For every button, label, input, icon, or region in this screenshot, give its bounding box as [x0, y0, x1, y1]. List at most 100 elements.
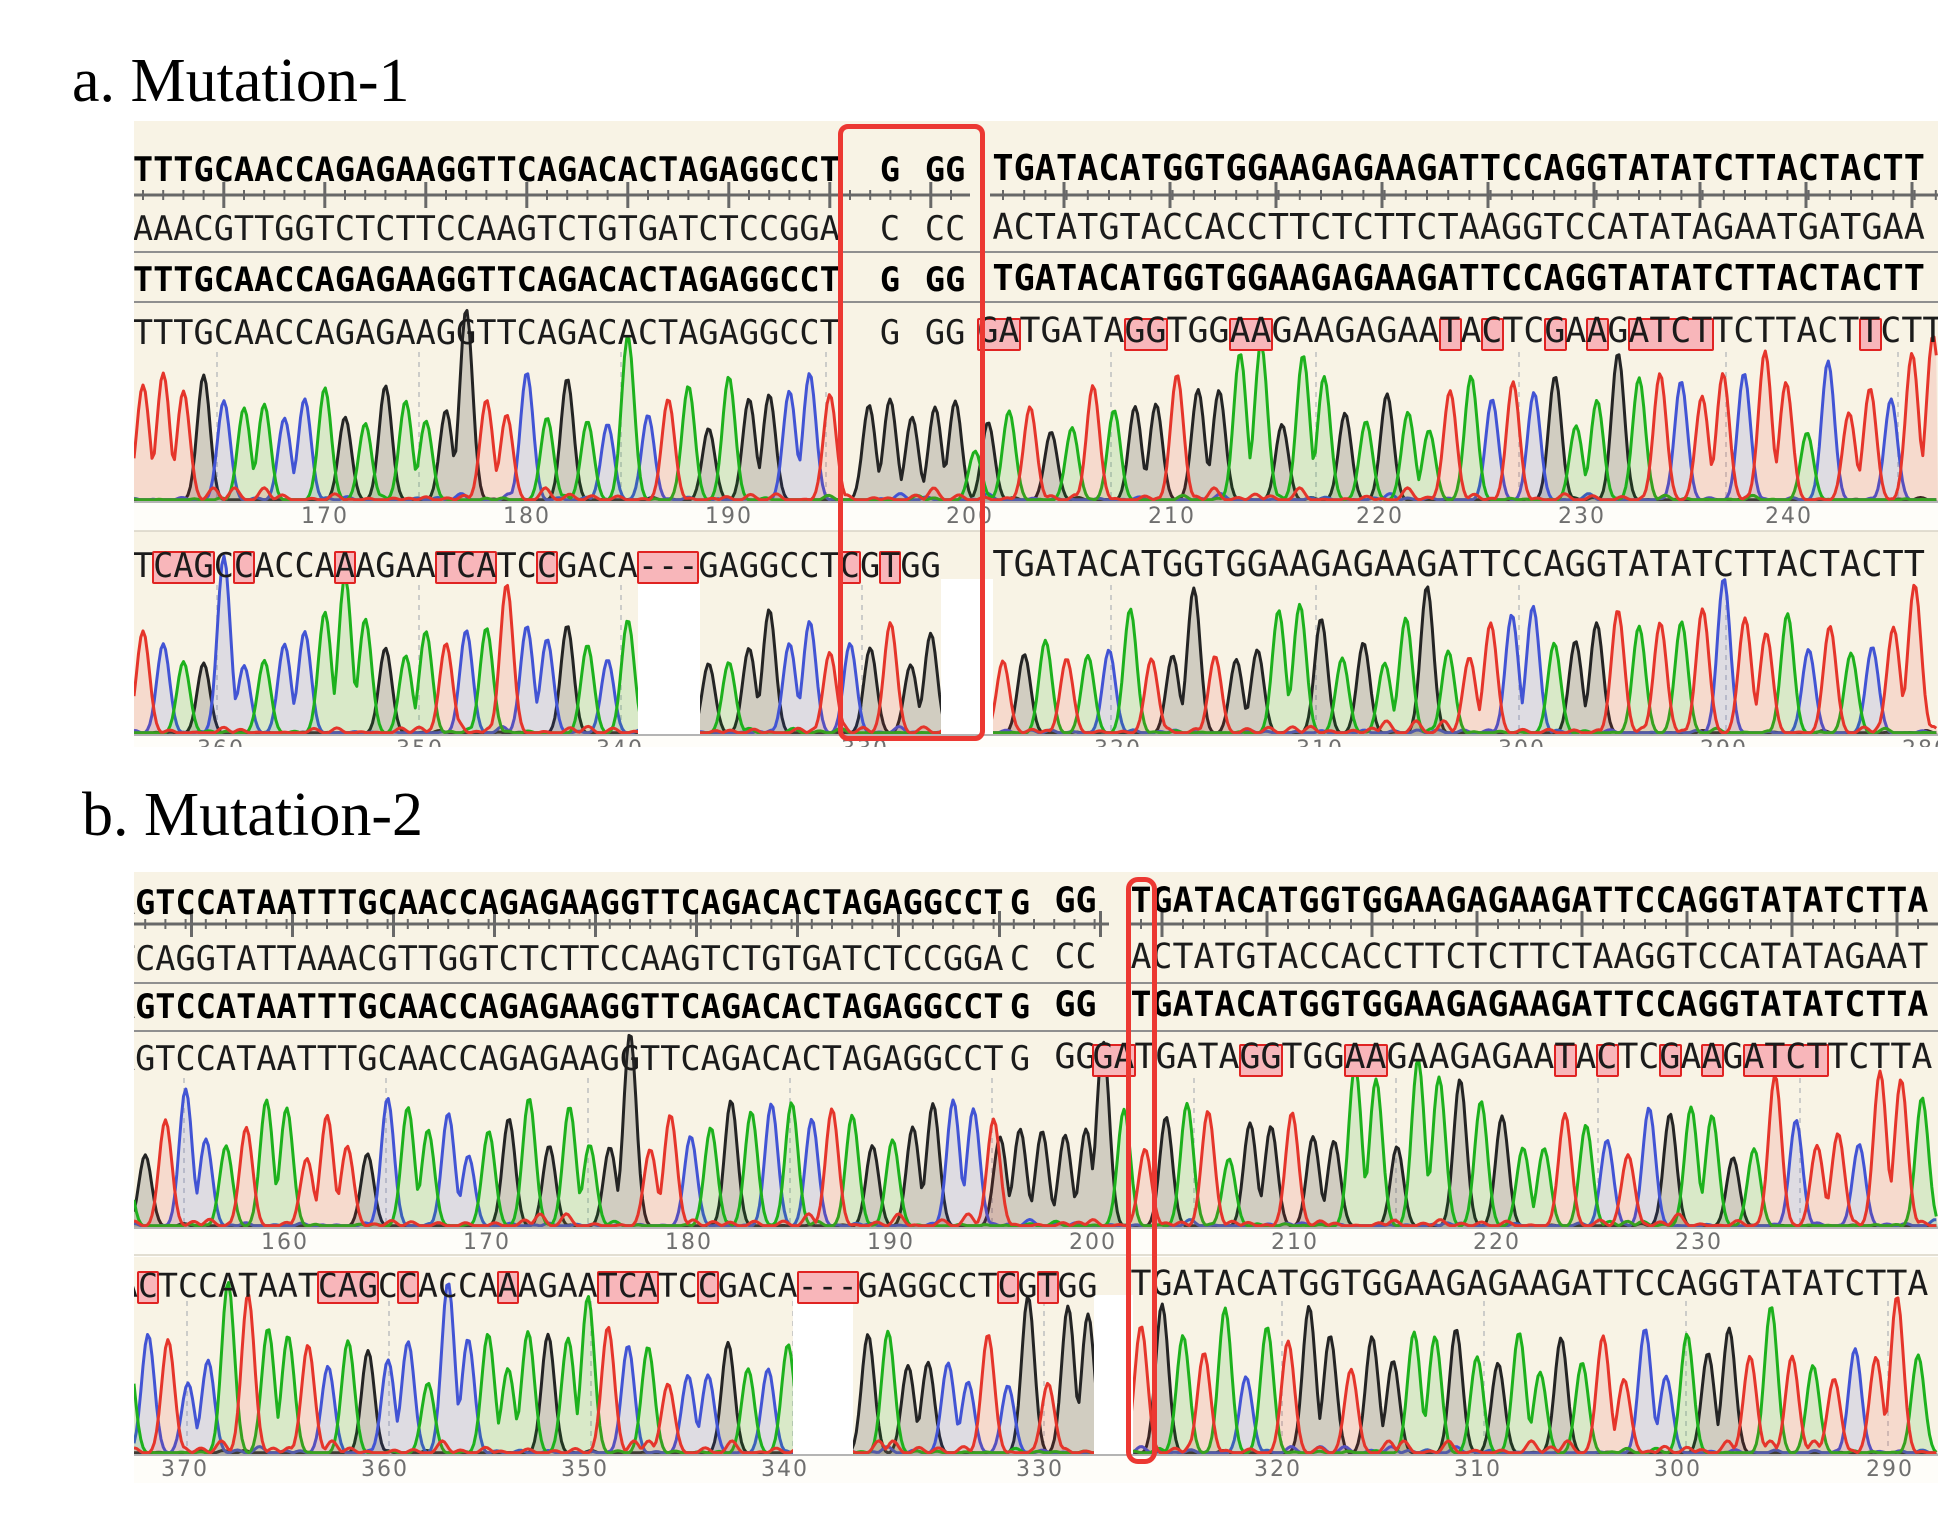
trace-position-label: 190: [867, 1230, 915, 1255]
trace-position-label: 160: [261, 1230, 309, 1255]
chromatogram-trace-2: [134, 1281, 1938, 1455]
sequence-reference-top-segment: TGATACATGGTGGAAGAGAAGATTCCAGGTATATCTTA: [1130, 881, 1929, 922]
chromatogram-trace-1: [134, 1033, 1938, 1228]
mutation-region-box-a: [838, 124, 985, 741]
mismatch-highlight: [1742, 1044, 1829, 1077]
mismatch-highlight: [636, 551, 700, 584]
mismatch-highlight: [997, 1271, 1019, 1304]
mismatch-highlight: [1343, 1044, 1388, 1077]
mismatch-highlight: [1037, 1271, 1059, 1304]
sequence-read-forward-segment: TTTGCAACCAGAGAAGGTTCAGACACTAGAGGCCT: [134, 312, 840, 352]
sequence-complement-segment: AAACGTTGGTCTCTTCCAAGTCTGTGATCTCCGGA: [134, 208, 840, 248]
trace-position-label: 240: [1765, 504, 1813, 529]
trace-gap: [793, 1295, 853, 1456]
sequence-reference-top-segment: GG: [1054, 881, 1097, 922]
mismatch-highlight: [1238, 1044, 1283, 1077]
sequence-complement-segment: ACTATGTACCACCTTCTCTTCTAAGGTCCATATAGAAT: [1130, 937, 1929, 978]
trace-position-label: 190: [705, 504, 753, 529]
mismatch-highlight: [397, 1271, 419, 1304]
trace-position-label: 230: [1675, 1230, 1723, 1255]
trace-position-label: 350: [396, 737, 444, 747]
trace-position-label: 350: [561, 1457, 609, 1482]
trace-position-label: 290: [1866, 1457, 1914, 1482]
sequence-reference-top-segment: G: [879, 149, 901, 189]
sequence-complement-segment: TCAGGTATTAAACGTTGGTCTCTTCCAAGTCTGTGATCTC…: [134, 938, 1004, 978]
sequence-read-reverse-segment: TCAGCCACCAAAGAATCATCCGACA---GAGGCCTCGTGG: [134, 545, 941, 585]
mismatch-highlight: [1658, 1044, 1682, 1077]
sequence-read-forward-segment: G: [879, 312, 901, 352]
sequence-read-reverse-segment: TGATACATGGTGGAAGAGAAGATTCCAGGTATATCTTA: [1130, 1264, 1929, 1305]
sequence-reference-mid-segment: G: [1009, 986, 1031, 1026]
mismatch-highlight: [232, 551, 256, 584]
trace-position-label: 200: [1069, 1230, 1117, 1255]
panel-b-title: b. Mutation-2: [82, 781, 423, 849]
chromatogram-trace-2: [134, 554, 1938, 735]
panel-a-graphics: 1701801902002102202302403603503403303203…: [134, 182, 1938, 747]
trace-position-label: 330: [1016, 1457, 1064, 1482]
sequence-complement-segment: ACTATGTACCACCTTCTCTTCTAAGGTCCATATAGAATGA…: [992, 207, 1925, 249]
sequence-reference-top-segment: TGATACATGGTGGAAGAGAAGATTCCAGGTATATCTTACT…: [992, 148, 1925, 190]
chromatogram-panel-a: 1701801902002102202302403603503403303203…: [134, 121, 1938, 747]
mismatch-highlight: [1123, 318, 1168, 351]
trace-position-label: 210: [1148, 504, 1196, 529]
trace-position-label: 280: [1902, 737, 1938, 747]
sequence-reference-mid-segment: TGATACATGGTGGAAGAGAAGATTCCAGGTATATCTTA: [1130, 985, 1929, 1026]
trace-position-label: 220: [1473, 1230, 1521, 1255]
position-strip: [134, 503, 1938, 531]
mismatch-highlight: [1553, 1044, 1577, 1077]
mismatch-highlight: [879, 551, 902, 584]
mismatch-highlight: [333, 551, 357, 584]
mismatch-highlight: [317, 1271, 379, 1304]
sequence-complement-segment: C: [879, 208, 901, 248]
trace-position-label: 330: [841, 737, 889, 747]
trace-position-label: 300: [1498, 737, 1546, 747]
sequence-reference-mid-segment: TTTGCAACCAGAGAAGGTTCAGACACTAGAGGCCT: [134, 259, 840, 299]
mismatch-highlight: [1585, 318, 1609, 351]
trace-position-label: 170: [463, 1230, 511, 1255]
panel-b-graphics: 160 170 180 190 200 210 220 230 370 360 350 340 330 3…: [134, 911, 1938, 1483]
trace-position-label: 340: [596, 737, 644, 747]
mismatch-highlight: [597, 1271, 659, 1304]
mismatch-highlight: [497, 1271, 519, 1304]
sequence-read-forward-segment: GATGATAGGTGGAAGAAGAGAATACTCGAAGATCTTCTTA…: [977, 311, 1938, 352]
mismatch-highlight: [1438, 318, 1462, 351]
mismatch-highlight: [797, 1271, 859, 1304]
mismatch-highlight: [1228, 318, 1273, 351]
trace-position-label: 180: [503, 504, 551, 529]
sequence-reference-mid-segment: GG: [1054, 985, 1097, 1026]
sequence-reference-mid-segment: GG: [924, 259, 966, 299]
mismatch-highlight: [1543, 318, 1567, 351]
trace-gap: [638, 579, 700, 736]
mismatch-highlight: [152, 551, 215, 584]
mismatch-highlight: [137, 1271, 159, 1304]
trace-position-label: 300: [1654, 1457, 1702, 1482]
trace-position-label: 360: [197, 737, 245, 747]
trace-position-label: 370: [161, 1457, 209, 1482]
trace-position-label: 320: [1094, 737, 1142, 747]
chromatogram-trace-1: [134, 309, 1938, 502]
alignment-ruler: [134, 911, 1938, 937]
sequence-complement-segment: CC: [1054, 937, 1097, 978]
sequence-reference-top-segment: G: [1009, 882, 1031, 922]
trace-position-label: 360: [361, 1457, 409, 1482]
trace-position-label: 210: [1271, 1230, 1319, 1255]
alignment-ruler: [134, 182, 1938, 208]
mismatch-highlight: [535, 551, 559, 584]
trace-position-label: 220: [1356, 504, 1404, 529]
sequence-read-forward-segment: GG: [1054, 1037, 1097, 1078]
sequence-complement-segment: CC: [924, 208, 966, 248]
sequence-read-forward-segment: AGTCCATAATTTGCAACCAGAGAAGGTTCAGACACTAGAG…: [134, 1038, 1004, 1078]
position-strip: [134, 736, 1938, 747]
trace-position-label: 340: [761, 1457, 809, 1482]
mismatch-highlight: [697, 1271, 719, 1304]
sequence-read-reverse-segment: ACTCCATAATCAGCCACCAAAGAATCATCCGACA---GAG…: [134, 1265, 1098, 1305]
mismatch-highlight: [1595, 1044, 1619, 1077]
mismatch-highlight: [1480, 318, 1504, 351]
mismatch-highlight: [1858, 318, 1882, 351]
mismatch-highlight: [1627, 318, 1714, 351]
sequence-reference-top-segment: GG: [924, 149, 966, 189]
sequence-reference-top-segment: TTTGCAACCAGAGAAGGTTCAGACACTAGAGGCCT: [134, 149, 840, 189]
sequence-read-forward-segment: G: [1009, 1038, 1031, 1078]
panel-a-title: a. Mutation-1: [72, 47, 410, 115]
